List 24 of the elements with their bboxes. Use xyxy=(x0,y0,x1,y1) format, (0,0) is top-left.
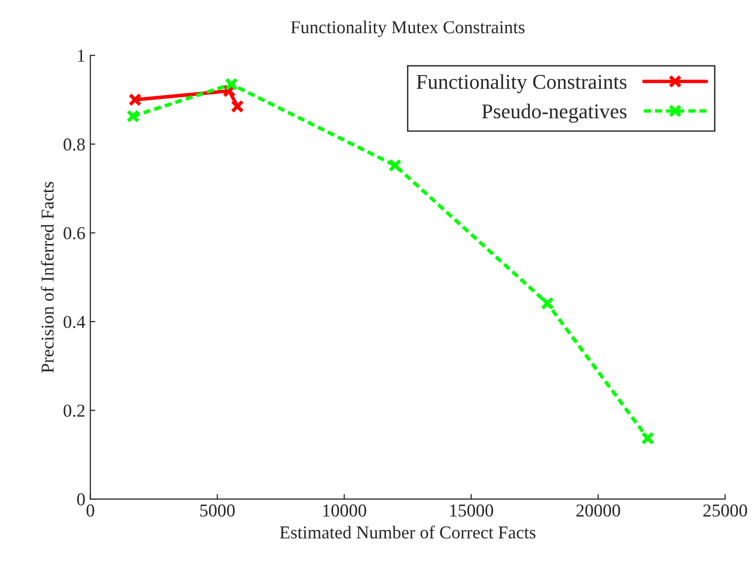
x-tick-label: 0 xyxy=(86,504,94,517)
y-axis-title: Precision of Inferred Facts xyxy=(40,182,54,373)
y-tick-label: 1 xyxy=(78,50,84,62)
point xyxy=(128,93,142,106)
y-tick-label: 0.8 xyxy=(64,138,85,151)
x-tick-label: 25000 xyxy=(703,504,748,517)
y-tick-label: 0.6 xyxy=(64,227,85,240)
legend-label: Functionality Constraints xyxy=(416,74,626,94)
y-tick-label: 0 xyxy=(77,493,85,506)
point xyxy=(388,158,402,172)
x-tick-label: 20000 xyxy=(576,504,620,517)
legend-label: Pseudo-negatives xyxy=(482,104,626,123)
x-tick-label: 10000 xyxy=(323,504,366,517)
y-tick-label: 0.2 xyxy=(64,404,85,417)
point xyxy=(540,296,554,310)
x-axis-title: Estimated Number of Correct Facts xyxy=(280,526,536,539)
point xyxy=(230,100,244,114)
y-tick-label: 0.4 xyxy=(64,316,86,328)
point xyxy=(224,78,238,91)
point xyxy=(641,432,654,445)
point xyxy=(126,110,140,123)
x-tick-label: 5000 xyxy=(200,504,235,517)
chart-title: Functionality Mutex Constraints xyxy=(290,20,524,38)
x-tick-label: 15000 xyxy=(450,504,494,517)
